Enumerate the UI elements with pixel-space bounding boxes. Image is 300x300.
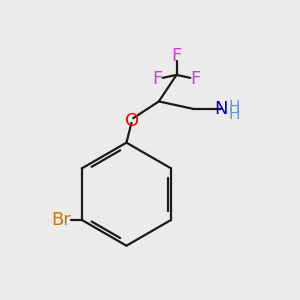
Text: Br: Br [51,211,71,229]
Text: O: O [125,112,140,130]
Text: F: F [171,47,182,65]
Text: F: F [190,70,201,88]
Text: H: H [228,107,239,122]
Text: F: F [152,70,163,88]
Text: H: H [228,100,239,115]
Text: N: N [214,100,227,118]
